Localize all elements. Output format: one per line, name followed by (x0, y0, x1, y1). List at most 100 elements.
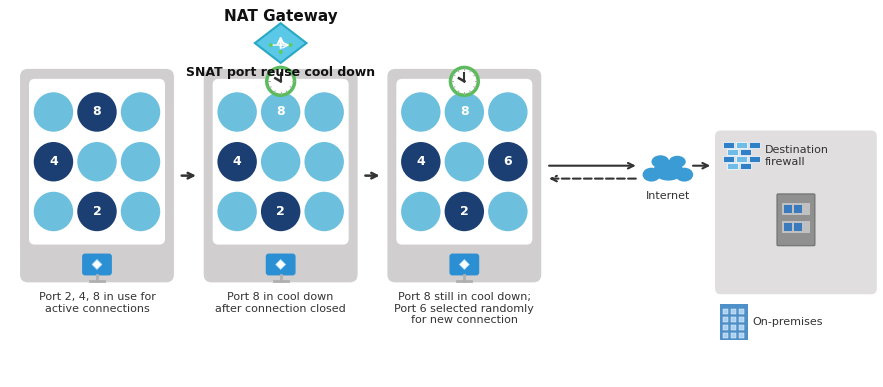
Circle shape (78, 92, 117, 132)
Circle shape (217, 92, 257, 132)
Bar (740, 163, 751, 169)
Circle shape (217, 192, 257, 231)
Bar (794, 223, 802, 231)
Circle shape (279, 50, 283, 54)
Bar (736, 142, 747, 148)
FancyBboxPatch shape (388, 69, 541, 283)
Text: On-premises: On-premises (752, 317, 823, 327)
Text: Internet: Internet (646, 190, 691, 200)
Circle shape (488, 192, 527, 231)
Text: 2: 2 (460, 205, 469, 218)
Circle shape (121, 92, 160, 132)
Text: Port 2, 4, 8 in use for
active connections: Port 2, 4, 8 in use for active connectio… (39, 292, 155, 314)
Polygon shape (92, 260, 102, 269)
Text: 2: 2 (93, 205, 102, 218)
Ellipse shape (653, 161, 683, 181)
Bar (784, 223, 792, 231)
Circle shape (305, 92, 343, 132)
Circle shape (34, 142, 73, 182)
Text: 4: 4 (417, 155, 426, 168)
Text: 4: 4 (49, 155, 58, 168)
FancyBboxPatch shape (213, 79, 349, 245)
Ellipse shape (652, 155, 669, 168)
Text: 8: 8 (276, 106, 285, 118)
Circle shape (488, 142, 527, 182)
FancyBboxPatch shape (29, 79, 165, 245)
FancyBboxPatch shape (715, 130, 877, 294)
FancyBboxPatch shape (20, 69, 174, 283)
Circle shape (121, 142, 160, 182)
Circle shape (268, 43, 273, 47)
FancyBboxPatch shape (396, 79, 532, 245)
Polygon shape (459, 260, 469, 269)
Circle shape (261, 142, 300, 182)
Text: Destination
firewall: Destination firewall (765, 146, 828, 167)
Text: Port 8 still in cool down;
Port 6 selected randomly
for new connection: Port 8 still in cool down; Port 6 select… (395, 292, 534, 325)
Bar (723, 333, 728, 338)
Circle shape (445, 192, 484, 231)
Circle shape (445, 142, 484, 182)
Bar (739, 309, 743, 314)
Bar (739, 317, 743, 322)
Circle shape (267, 67, 295, 95)
Bar (723, 325, 728, 330)
Bar (723, 317, 728, 322)
FancyBboxPatch shape (449, 253, 479, 276)
Bar (739, 325, 743, 330)
Text: Port 8 in cool down
after connection closed: Port 8 in cool down after connection clo… (215, 292, 346, 314)
Polygon shape (255, 23, 306, 63)
Bar (731, 317, 736, 322)
Polygon shape (275, 260, 285, 269)
Bar (749, 156, 759, 162)
FancyBboxPatch shape (82, 253, 112, 276)
Text: NAT Gateway: NAT Gateway (223, 9, 337, 24)
Bar (794, 205, 802, 213)
Bar (736, 156, 747, 162)
Circle shape (464, 80, 465, 82)
FancyBboxPatch shape (777, 194, 815, 246)
Bar (723, 309, 728, 314)
Bar (731, 333, 736, 338)
Text: 8: 8 (93, 106, 102, 118)
Bar (723, 156, 734, 162)
Bar (782, 221, 810, 233)
Circle shape (401, 142, 441, 182)
Ellipse shape (643, 168, 660, 182)
Circle shape (280, 80, 282, 82)
Circle shape (34, 192, 73, 231)
Circle shape (78, 142, 117, 182)
Bar (739, 333, 743, 338)
Ellipse shape (668, 156, 686, 168)
Circle shape (217, 142, 257, 182)
Circle shape (34, 92, 73, 132)
Bar (727, 163, 738, 169)
Bar (727, 149, 738, 155)
Text: SNAT port reuse cool down: SNAT port reuse cool down (186, 66, 375, 79)
Bar (723, 142, 734, 148)
Circle shape (289, 43, 292, 47)
Circle shape (261, 192, 300, 231)
Bar (749, 142, 759, 148)
Bar (731, 325, 736, 330)
Circle shape (401, 92, 441, 132)
Circle shape (261, 92, 300, 132)
Text: 2: 2 (276, 205, 285, 218)
Bar (784, 205, 792, 213)
Circle shape (305, 142, 343, 182)
Text: 4: 4 (233, 155, 242, 168)
FancyBboxPatch shape (204, 69, 358, 283)
Bar (731, 309, 736, 314)
Bar (782, 203, 810, 215)
Ellipse shape (675, 168, 693, 182)
Circle shape (401, 192, 441, 231)
Bar (720, 304, 748, 340)
FancyBboxPatch shape (266, 253, 296, 276)
Circle shape (78, 192, 117, 231)
Text: 6: 6 (503, 155, 512, 168)
Bar (740, 149, 751, 155)
Circle shape (121, 192, 160, 231)
Circle shape (450, 67, 479, 95)
Text: 8: 8 (460, 106, 469, 118)
Circle shape (445, 92, 484, 132)
Circle shape (305, 192, 343, 231)
